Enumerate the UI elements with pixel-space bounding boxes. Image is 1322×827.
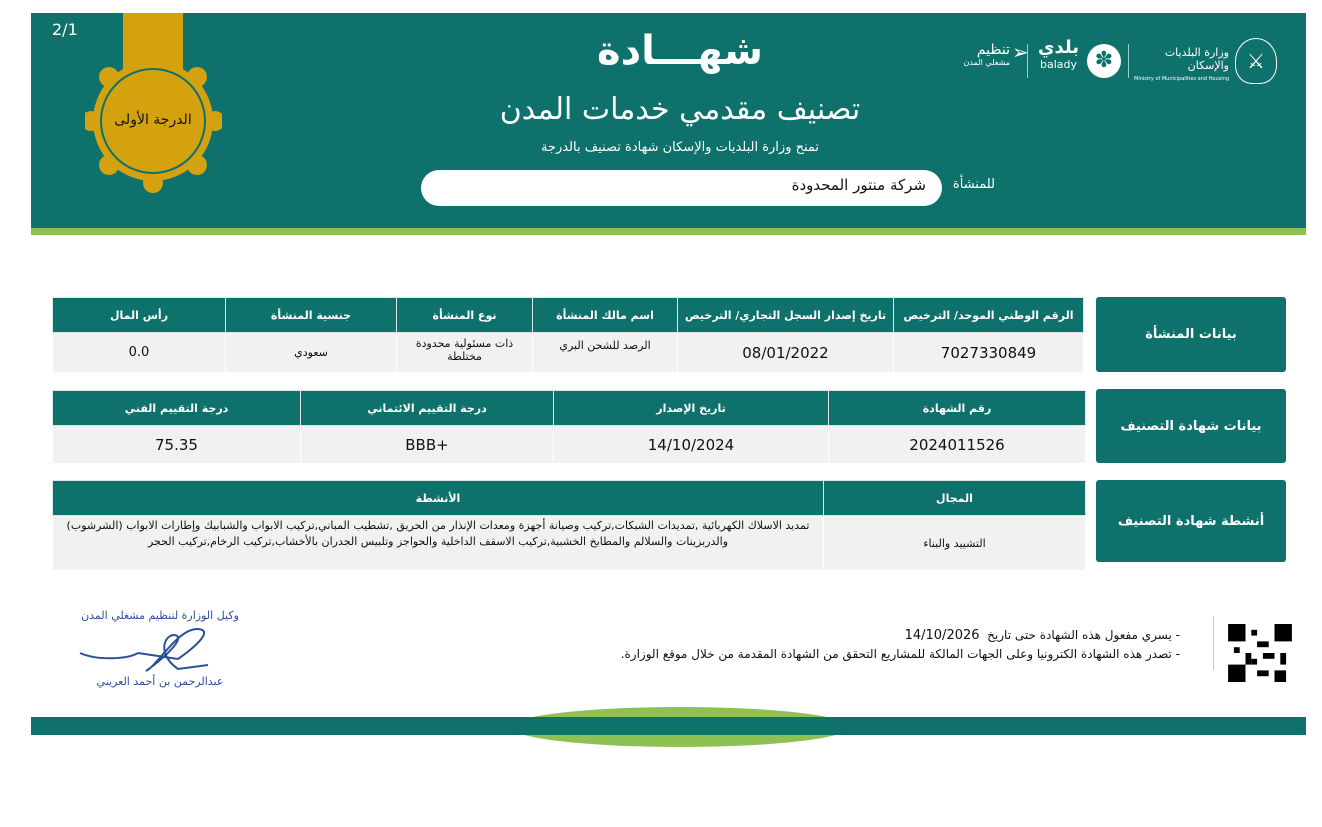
header-issue-date: تاريخ الإصدار: [553, 390, 829, 426]
field: التشييد والبناء: [823, 515, 1086, 571]
credit-rating: BBB+: [300, 425, 554, 464]
tanzeem-sub: مشغلي المدن: [963, 58, 1011, 67]
nationality: سعودي: [225, 332, 397, 373]
certificate-data-table: رقم الشهادة تاريخ الإصدار درجة التقييم ا…: [52, 390, 1086, 464]
owner: الرصد للشحن البري: [532, 332, 678, 373]
entity-data-table: الرقم الوطني الموحد/ الترخيص تاريخ إصدار…: [52, 297, 1084, 373]
divider: [1213, 616, 1214, 670]
qr-code-icon[interactable]: [1227, 624, 1293, 682]
header-nationality: جنسية المنشأة: [225, 297, 397, 333]
technical-rating: 75.35: [52, 425, 301, 464]
header-capital: رأس المال: [52, 297, 226, 333]
capital: 0.0: [52, 332, 226, 373]
entity-data-label: بيانات المنشأة: [1096, 297, 1286, 372]
cert-number: 2024011526: [828, 425, 1086, 464]
header-national-number: الرقم الوطني الموحد/ الترخيص: [893, 297, 1084, 333]
header-field: المجال: [823, 480, 1086, 516]
divider: [1027, 44, 1028, 78]
palm-icon: ✽: [1087, 44, 1121, 78]
ministry-ar: وزارة البلديات والإسكان: [1164, 46, 1229, 72]
balady-ar: بلدي: [1038, 37, 1080, 58]
ministry-logo: وزارة البلديات والإسكان Ministry of Muni…: [1134, 46, 1229, 82]
entity-type: ذات مسئولية محدودة مختلطة: [396, 332, 533, 373]
entity-label: للمنشأة: [952, 177, 995, 192]
footer-bar: [31, 717, 1306, 735]
certificate-title: شهـــادة: [597, 28, 763, 74]
validity-line: - يسري مفعول هذه الشهادة حتى تاريخ 14/10…: [580, 628, 1180, 643]
cr-date: 08/01/2022: [677, 332, 894, 373]
signer-name: عبدالرحمن بن أحمد العريني: [96, 675, 224, 688]
header-credit-rating: درجة التقييم الائتماني: [300, 390, 554, 426]
header-activities: الأنشطة: [52, 480, 824, 516]
validity-text: - يسري مفعول هذه الشهادة حتى تاريخ: [987, 628, 1180, 642]
header-entity-type: نوع المنشأة: [396, 297, 533, 333]
entity-name: شركة منتور المحدودة: [421, 170, 942, 206]
signer-title: وكيل الوزارة لتنظيم مشغلي المدن: [81, 609, 239, 622]
activities-text: تمديد الاسلاك الكهربائية ,تمديدات الشبكا…: [52, 515, 824, 571]
divider: [1128, 44, 1129, 78]
balady-logo: بلدي balady: [1038, 37, 1080, 72]
ministry-en: Ministry of Municipalities and Housing: [1134, 76, 1229, 82]
certificate-subtitle: تصنيف مقدمي خدمات المدن: [499, 92, 861, 127]
badge-grade: الدرجة الأولى: [114, 112, 192, 128]
header-stripe: [31, 228, 1306, 235]
grant-text: تمنح وزارة البلديات والإسكان شهادة تصنيف…: [540, 140, 820, 155]
tanzeem-text: تنظيم: [976, 42, 1010, 58]
tanzeem-arrow-icon: ➢: [1012, 40, 1029, 64]
header-owner: اسم مالك المنشأة: [532, 297, 678, 333]
certificate-data-label: بيانات شهادة التصنيف: [1096, 389, 1286, 463]
header-technical-rating: درجة التقييم الفني: [52, 390, 301, 426]
header-cert-number: رقم الشهادة: [828, 390, 1086, 426]
verification-note: - تصدر هذه الشهادة الكترونيا وعلى الجهات…: [620, 647, 1180, 661]
tanzeem-logo: تنظيم مشغلي المدن: [950, 42, 1011, 67]
signature-icon: [79, 627, 209, 672]
grade-badge-icon: [85, 13, 222, 193]
activities-label: أنشطة شهادة التصنيف: [1096, 480, 1286, 562]
validity-date: 14/10/2026: [904, 628, 980, 643]
saudi-emblem-icon: ⚔: [1235, 38, 1277, 84]
activities-table: المجال الأنشطة التشييد والبناء تمديد الا…: [52, 480, 1086, 571]
page-number: 2/1: [52, 20, 78, 39]
issue-date: 14/10/2024: [553, 425, 829, 464]
header-cr-date: تاريخ إصدار السجل التجاري/ الترخيص: [677, 297, 894, 333]
balady-en: balady: [1040, 58, 1078, 71]
national-number: 7027330849: [893, 332, 1084, 373]
